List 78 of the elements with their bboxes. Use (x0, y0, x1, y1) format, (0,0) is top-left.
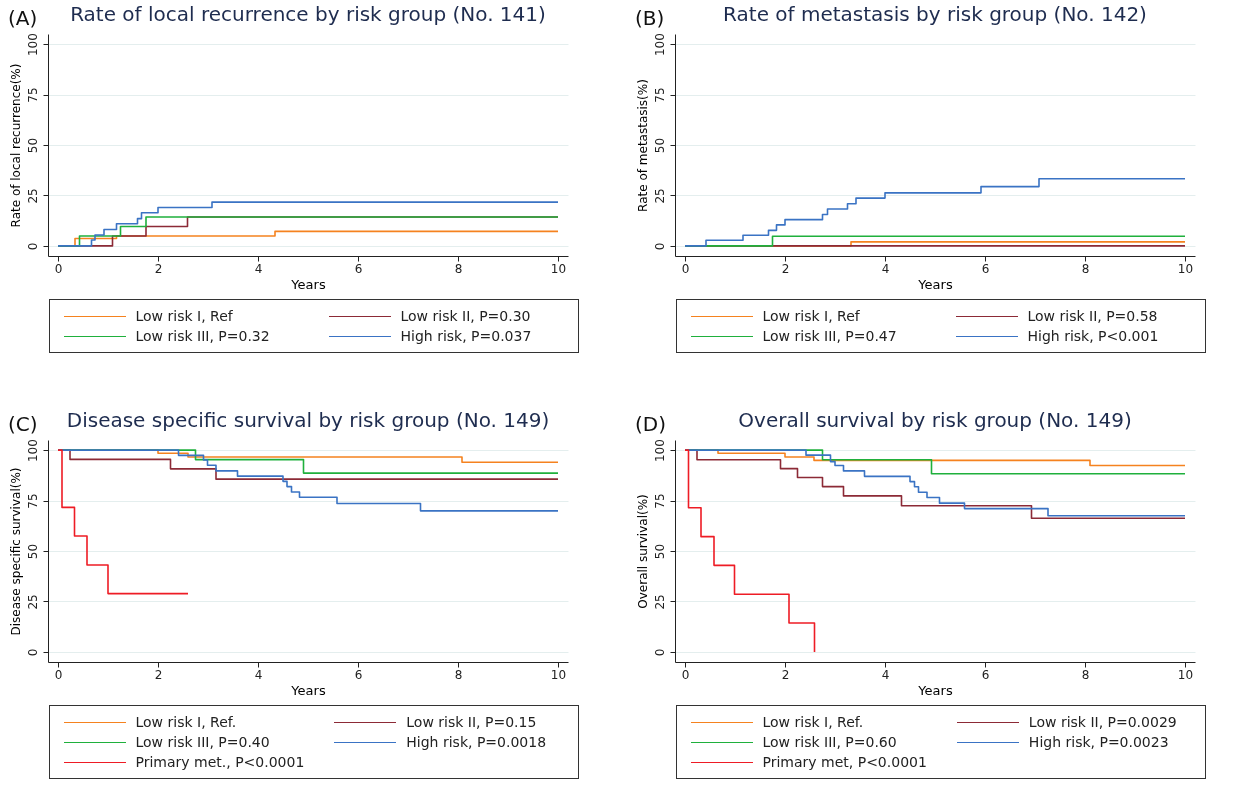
y-tick-label: 100 (652, 439, 667, 463)
text: (A) (8, 6, 38, 30)
y-tick-label: 75 (25, 493, 40, 509)
x-axis-title: Years (290, 276, 326, 292)
legend-label: Primary met, P<0.0001 (762, 754, 927, 770)
y-axis-title: Disease specific survival(%) (8, 467, 23, 636)
y-tick-label: 50 (652, 137, 667, 154)
x-tick-label: 2 (781, 261, 790, 276)
text: (D) (635, 412, 667, 436)
legend-label: High risk, P=0.037 (400, 328, 532, 344)
legend-label: Low risk III, P=0.40 (135, 734, 270, 750)
y-tick-label: 50 (25, 543, 40, 560)
y-tick-label: 100 (652, 33, 667, 57)
y-tick-label: 25 (652, 188, 667, 204)
x-tick-label: 6 (981, 667, 990, 682)
y-tick-label: 0 (25, 648, 40, 657)
y-tick-label: 50 (652, 543, 667, 560)
x-tick-label: 6 (354, 261, 363, 276)
legend-label: Low risk I, Ref. (135, 714, 237, 730)
x-tick-label: 2 (781, 667, 790, 682)
legend-label: Low risk III, P=0.32 (135, 328, 270, 344)
y-axis-title: Rate of metastasis(%) (635, 79, 650, 212)
x-tick-label: 6 (354, 667, 363, 682)
chart-title: Rate of local recurrence by risk group (No. 141) (70, 1, 546, 26)
y-axis-title: Rate of local recurrence(%) (8, 63, 23, 228)
x-tick-label: 8 (1081, 667, 1090, 682)
chart-title: Rate of metastasis by risk group (No. 142) (723, 1, 1147, 26)
x-axis-title: Years (917, 276, 953, 292)
legend-label: Low risk III, P=0.60 (762, 734, 897, 750)
y-tick-label: 0 (652, 242, 667, 251)
y-tick-label: 100 (25, 439, 40, 463)
y-tick-label: 75 (652, 493, 667, 509)
x-tick-label: 0 (54, 667, 63, 682)
x-tick-label: 2 (154, 261, 163, 276)
y-tick-label: 0 (25, 242, 40, 251)
x-tick-label: 10 (550, 667, 567, 682)
legend-label: High risk, P<0.001 (1027, 328, 1159, 344)
x-tick-label: 8 (454, 261, 463, 276)
x-tick-label: 4 (254, 261, 263, 276)
x-tick-label: 8 (454, 667, 463, 682)
y-tick-label: 25 (25, 188, 40, 204)
legend-label: Low risk II, P=0.58 (1027, 308, 1158, 324)
legend-label: Low risk I, Ref (762, 308, 860, 324)
y-tick-label: 25 (25, 594, 40, 610)
legend-label: High risk, P=0.0023 (1028, 734, 1169, 750)
y-tick-label: 0 (652, 648, 667, 657)
legend-label: Low risk I, Ref. (762, 714, 864, 730)
y-tick-label: 75 (25, 87, 40, 103)
x-tick-label: 6 (981, 261, 990, 276)
chart-title: Disease specific survival by risk group (No. 149) (66, 407, 550, 432)
x-tick-label: 10 (1177, 667, 1194, 682)
x-tick-label: 0 (681, 667, 690, 682)
legend-label: Low risk II, P=0.15 (406, 714, 537, 730)
x-tick-label: 4 (881, 261, 890, 276)
legend-label: Low risk III, P=0.47 (762, 328, 897, 344)
y-tick-label: 100 (25, 33, 40, 57)
legend-label: Low risk II, P=0.0029 (1028, 714, 1177, 730)
chart-title: Overall survival by risk group (No. 149) (738, 407, 1132, 432)
x-axis-title: Years (917, 682, 953, 698)
legend-label: Low risk II, P=0.30 (400, 308, 531, 324)
x-tick-label: 4 (254, 667, 263, 682)
legend-label: High risk, P=0.0018 (406, 734, 547, 750)
legend-label: Low risk I, Ref (135, 308, 233, 324)
text: (B) (635, 6, 665, 30)
x-tick-label: 10 (1177, 261, 1194, 276)
x-tick-label: 2 (154, 667, 163, 682)
x-tick-label: 0 (54, 261, 63, 276)
y-tick-label: 25 (652, 594, 667, 610)
text: (C) (8, 412, 38, 436)
y-tick-label: 50 (25, 137, 40, 154)
x-tick-label: 0 (681, 261, 690, 276)
legend-label: Primary met., P<0.0001 (135, 754, 305, 770)
y-tick-label: 75 (652, 87, 667, 103)
x-axis-title: Years (290, 682, 326, 698)
y-axis-title: Overall survival(%) (635, 494, 650, 609)
x-tick-label: 4 (881, 667, 890, 682)
x-tick-label: 10 (550, 261, 567, 276)
x-tick-label: 8 (1081, 261, 1090, 276)
